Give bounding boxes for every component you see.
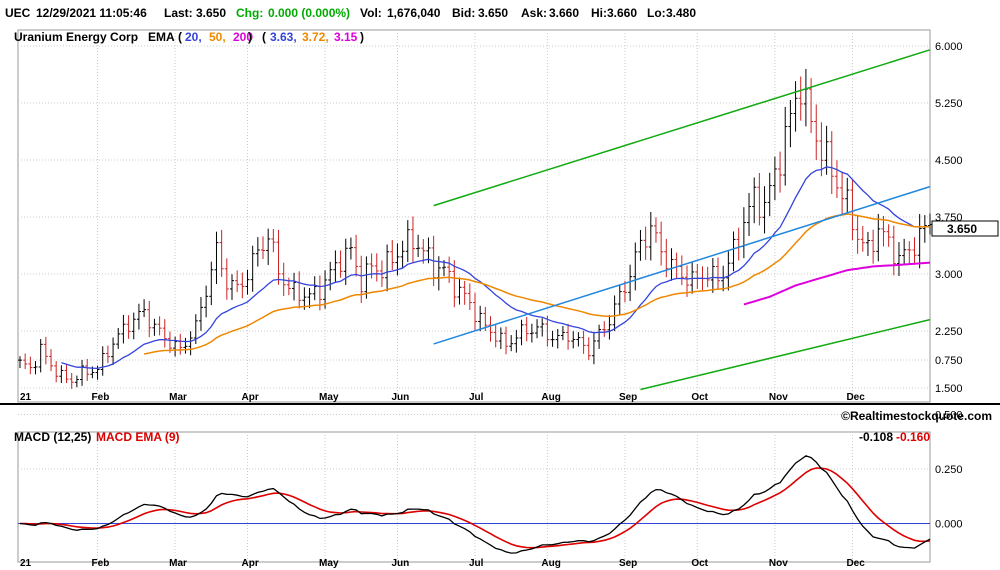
- macd-x-tick-label: 21: [20, 558, 32, 569]
- current-price-tag: [931, 220, 999, 237]
- macd-x-tick-label: Feb: [92, 558, 110, 569]
- ema-value-2: 3.15: [334, 30, 358, 44]
- quote-header: UEC 12/29/2021 11:05:46 Last: 3.650 Chg:…: [0, 0, 1000, 24]
- chg-label: Chg:: [236, 6, 264, 20]
- macd-x-tick-label: Jun: [391, 558, 409, 569]
- chg-value: 0.000 (0.000%): [268, 6, 351, 20]
- price-x-tick-label: Nov: [769, 392, 788, 403]
- price-x-tick-label: Jul: [469, 392, 484, 403]
- ask-value: 3.660: [549, 6, 580, 20]
- current-price-tag-label: 3.650: [947, 222, 977, 236]
- macd-label: MACD (12,25): [14, 430, 91, 444]
- price-y-tick-label: 4.500: [935, 155, 963, 167]
- ema-paren: (: [178, 30, 182, 44]
- price-x-tick-label: May: [319, 392, 339, 403]
- macd-panel-frame: [17, 431, 931, 563]
- ema-value-paren-close: ): [360, 30, 364, 44]
- ema-paren-close: ): [248, 30, 252, 44]
- lo-value: 3.480: [666, 6, 697, 20]
- macd-x-tick-label: Nov: [769, 558, 788, 569]
- price-y-tick-label: 1.500: [935, 383, 963, 395]
- macd-ema-label: MACD EMA (9): [96, 430, 180, 444]
- ema-period-200: 200: [233, 30, 253, 44]
- price-y-tick-label: 6.000: [935, 41, 963, 53]
- quote-datetime: 12/29/2021 11:05:46: [36, 6, 147, 20]
- macd-x-tick-label: Aug: [541, 558, 560, 569]
- macd-line: [19, 455, 931, 554]
- vol-value: 1,676,040: [387, 6, 441, 20]
- ema50-line: [143, 213, 931, 355]
- macd-x-tick-label: Jul: [469, 558, 484, 569]
- price-x-tick-label: Aug: [541, 392, 560, 403]
- price-panel-frame: [17, 29, 931, 403]
- hi-label: Hi:: [591, 6, 607, 20]
- company-name: Uranium Energy Corp: [14, 30, 138, 44]
- macd-x-tick-label: May: [319, 558, 339, 569]
- ema-period-50: 50,: [209, 30, 226, 44]
- macd-signal-value: -0.160: [896, 430, 930, 444]
- price-x-tick-label: Jun: [391, 392, 409, 403]
- hi-value: 3.660: [607, 6, 638, 20]
- trend-line-green-0: [433, 49, 931, 207]
- price-x-tick-label: Mar: [169, 392, 187, 403]
- macd-y-tick-label: 0.250: [935, 464, 963, 476]
- price-y-tick-label: 2.250: [935, 326, 963, 338]
- trend-line-blue-1: [433, 185, 931, 345]
- lo-label: Lo:: [647, 6, 666, 20]
- vol-label: Vol:: [360, 6, 382, 20]
- bid-label: Bid:: [452, 6, 476, 20]
- trend-line-green-2: [640, 318, 931, 391]
- ema-value-0: 3.63,: [270, 30, 297, 44]
- macd-x-tick-label: Apr: [242, 558, 259, 569]
- ema200-line: [743, 261, 931, 306]
- symbol: UEC: [5, 6, 31, 20]
- ema-period-20: 20,: [185, 30, 202, 44]
- copyright-text: ©Realtimestockquote.com: [841, 409, 992, 423]
- macd-x-tick-label: Oct: [691, 558, 708, 569]
- macd-y-tick-label: 0.500: [935, 410, 963, 422]
- price-y-tick-label: 3.000: [935, 269, 963, 281]
- price-x-tick-label: Sep: [619, 392, 637, 403]
- macd-y-tick-label: 0.000: [935, 519, 963, 531]
- price-x-tick-label: 21: [20, 392, 32, 403]
- macd-x-tick-label: Sep: [619, 558, 637, 569]
- price-x-tick-label: Oct: [691, 392, 708, 403]
- ema-value-paren: (: [262, 30, 266, 44]
- price-x-tick-label: Feb: [92, 392, 110, 403]
- macd-signal-line: [19, 467, 931, 549]
- price-y-tick-label: 5.250: [935, 98, 963, 110]
- macd-y-tick-label: 0.750: [935, 355, 963, 367]
- ema20-line: [61, 166, 931, 370]
- bid-value: 3.650: [478, 6, 509, 20]
- ask-label: Ask:: [521, 6, 548, 20]
- ema-label: EMA: [148, 30, 175, 44]
- last-label: Last:: [164, 6, 193, 20]
- ema-value-1: 3.72,: [302, 30, 329, 44]
- last-value: 3.650: [196, 6, 227, 20]
- price-x-tick-label: Apr: [242, 392, 259, 403]
- macd-x-tick-label: Mar: [169, 558, 187, 569]
- macd-value: -0.108: [859, 430, 893, 444]
- macd-x-tick-label: Dec: [846, 558, 865, 569]
- price-x-tick-label: Dec: [846, 392, 865, 403]
